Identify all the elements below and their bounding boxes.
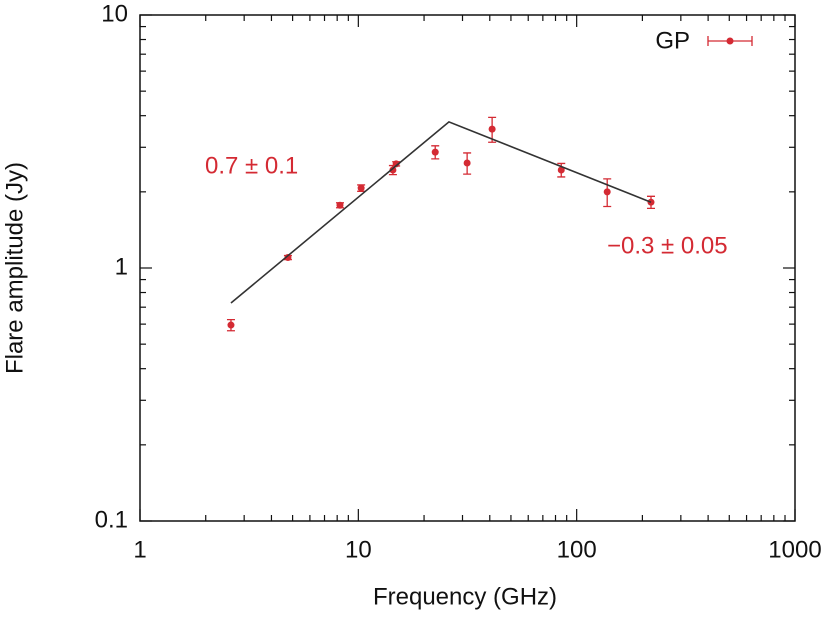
x-tick-label: 100 — [557, 536, 597, 563]
data-point — [603, 188, 611, 196]
data-point — [284, 254, 292, 262]
y-axis-label: Flare amplitude (Jy) — [1, 162, 28, 374]
data-point — [336, 201, 344, 209]
data-point — [392, 160, 400, 168]
legend-label: GP — [655, 27, 690, 54]
plot-frame — [139, 14, 796, 522]
data-point — [431, 148, 439, 156]
y-tick-label: 1 — [115, 253, 128, 280]
data-point — [227, 321, 235, 329]
y-tick-label: 10 — [101, 0, 128, 27]
x-tick-label: 1 — [133, 536, 146, 563]
x-tick-label: 10 — [345, 536, 372, 563]
data-point — [463, 159, 471, 167]
y-tick-label: 0.1 — [95, 506, 128, 533]
annotation: 0.7 ± 0.1 — [205, 152, 298, 179]
data-point — [557, 166, 565, 174]
data-point — [488, 125, 496, 133]
data-point — [357, 184, 365, 192]
data-point — [389, 166, 397, 174]
fit-line — [230, 120, 652, 304]
legend-marker — [726, 37, 734, 45]
x-tick-label: 1000 — [768, 536, 821, 563]
annotation: −0.3 ± 0.05 — [607, 232, 728, 259]
x-axis-label: Frequency (GHz) — [373, 583, 557, 610]
